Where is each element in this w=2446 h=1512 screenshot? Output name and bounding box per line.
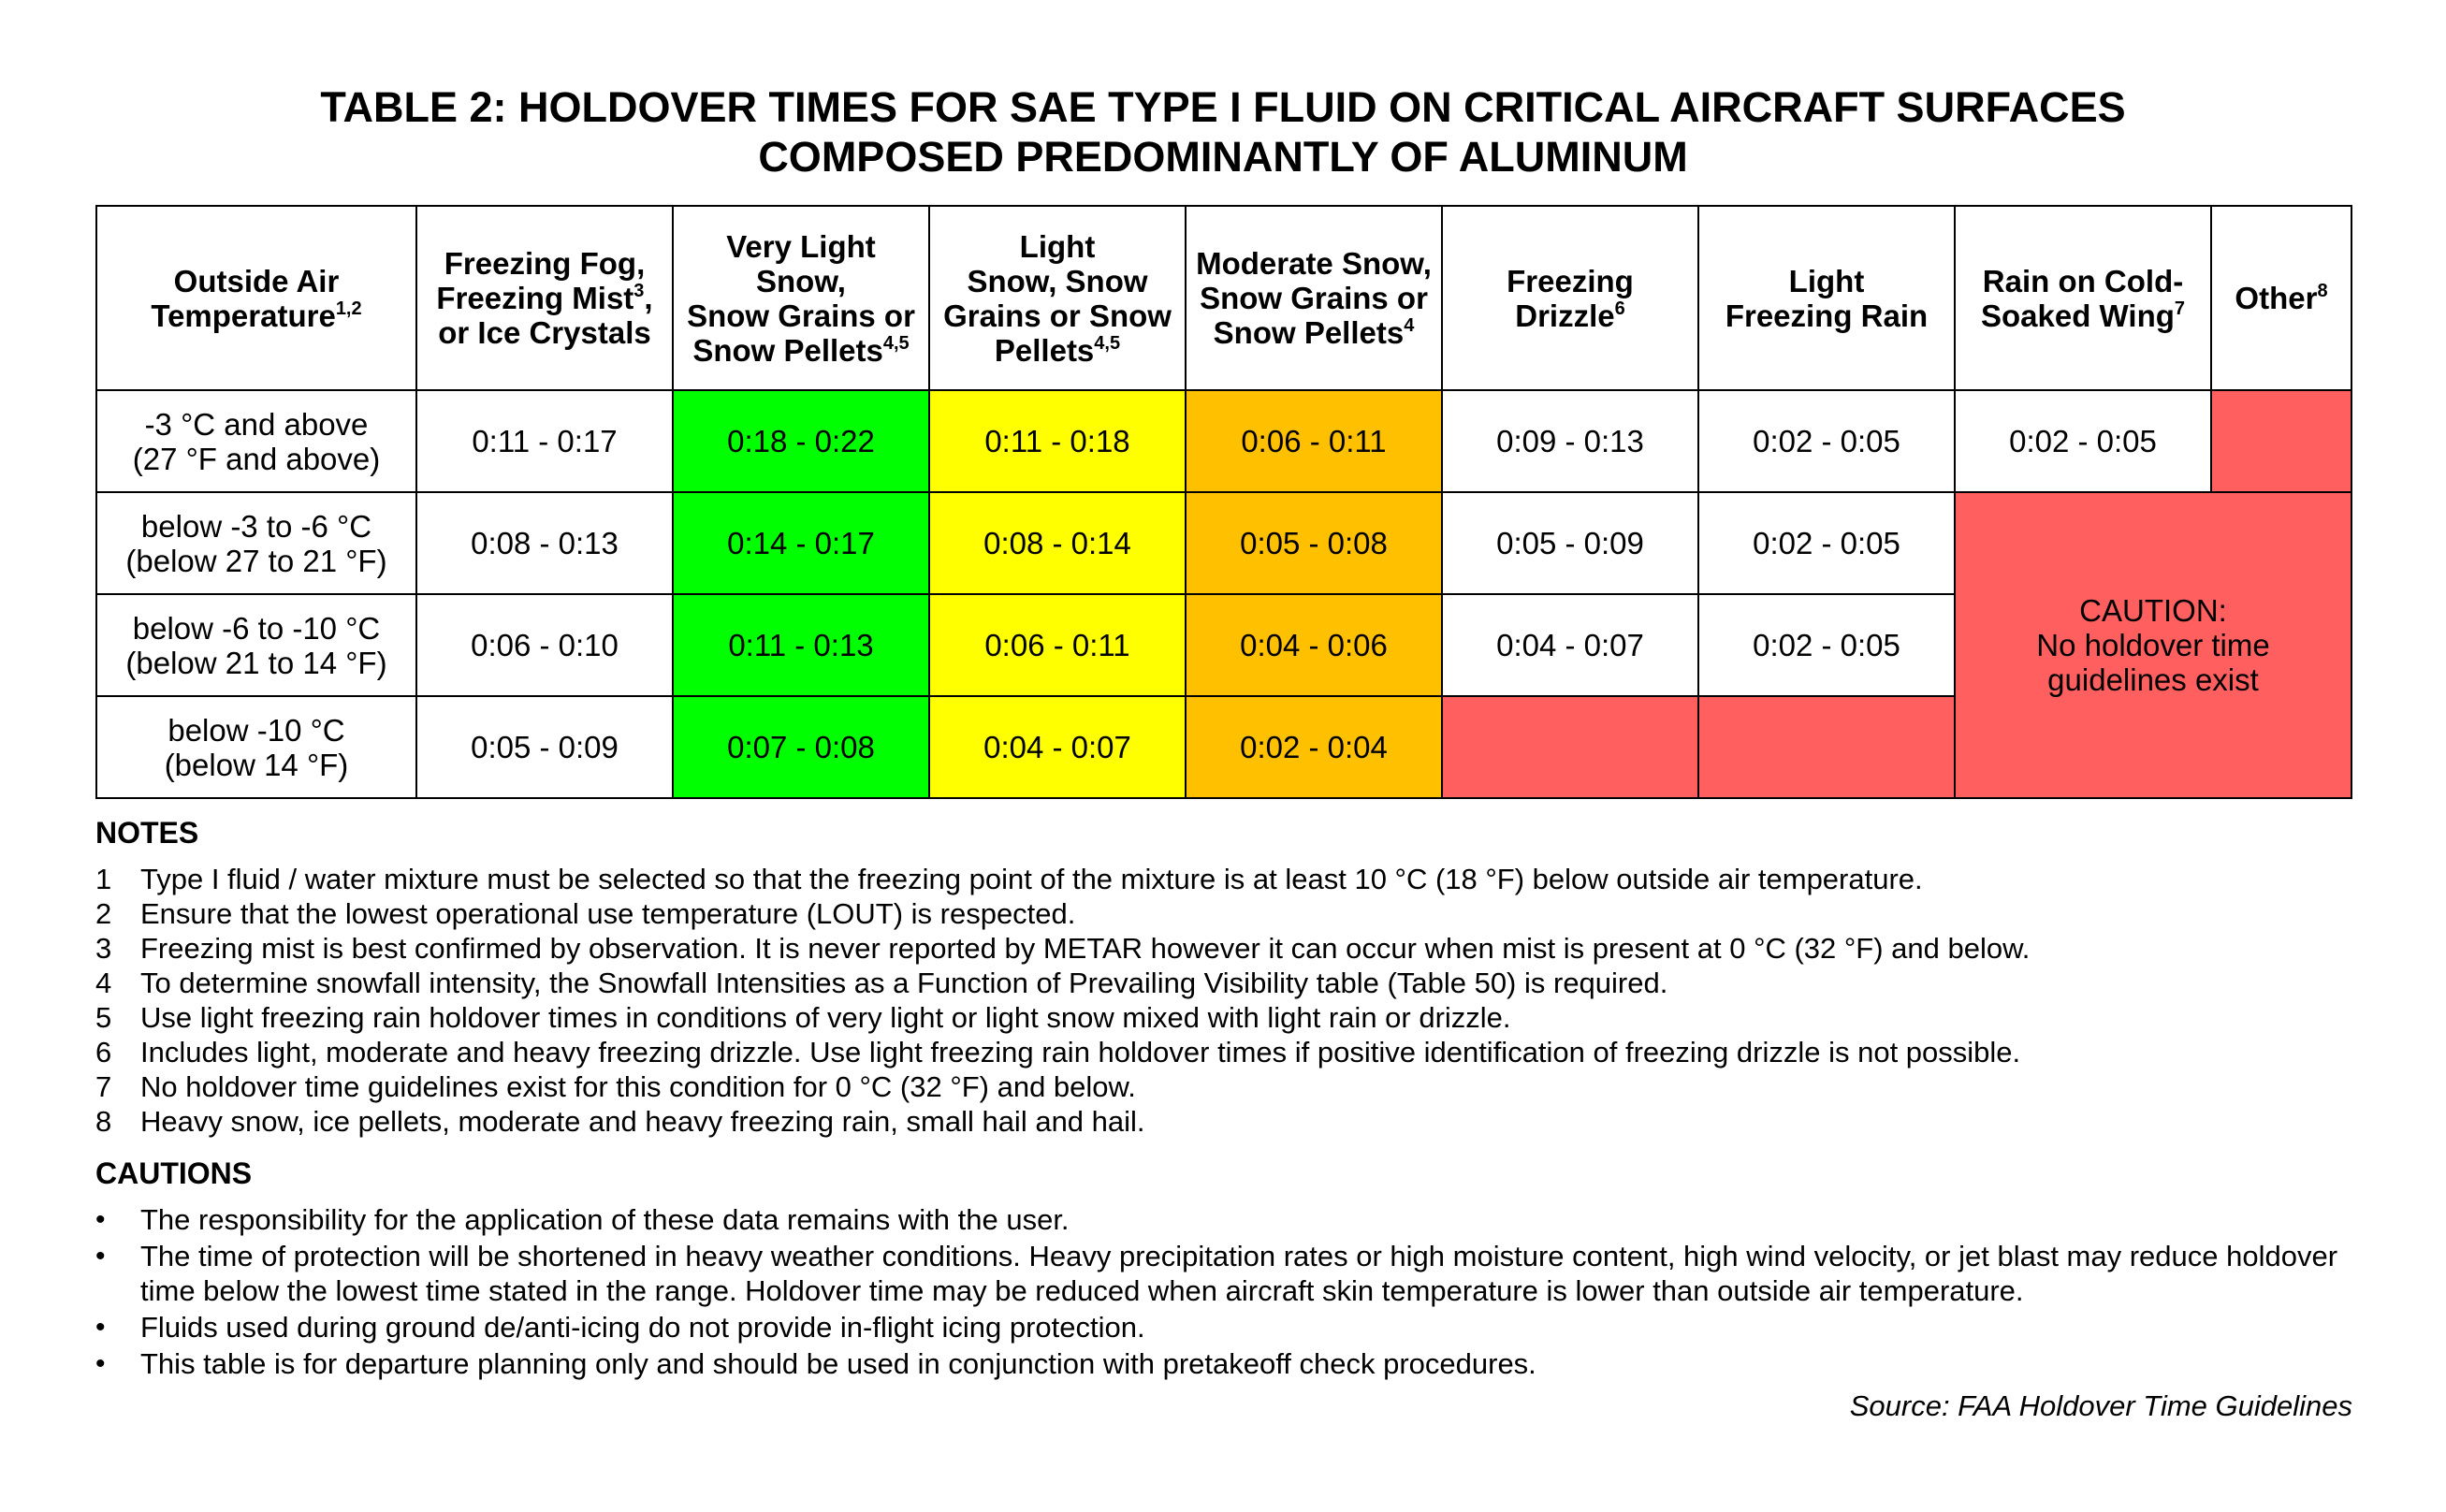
rain-cold-soaked-wing-cell: 0:02 - 0:05 [1954, 389, 2212, 493]
caution-no-guidelines-cell: CAUTION: No holdover time guidelines exi… [1954, 491, 2352, 799]
freezing-drizzle-cell-no-guidelines [1441, 695, 1699, 799]
very-light-snow-cell: 0:07 - 0:08 [672, 695, 930, 799]
freezing-drizzle-cell: 0:04 - 0:07 [1441, 593, 1699, 697]
note-item: 6 Includes light, moderate and heavy free… [95, 1036, 2021, 1069]
temperature-cell: -3 °C and above (27 °F and above) [95, 389, 417, 493]
header-very-light-snow: Very Light Snow, Snow Grains or Snow Pel… [672, 205, 930, 391]
moderate-snow-cell: 0:05 - 0:08 [1185, 491, 1443, 595]
temperature-cell: below -10 °C (below 14 °F) [95, 695, 417, 799]
cautions-section: CAUTIONS • The responsibility for the app… [95, 1156, 2360, 1383]
light-freezing-rain-cell: 0:02 - 0:05 [1697, 389, 1956, 493]
note-item: 3 Freezing mist is best confirmed by obse… [95, 932, 2031, 965]
light-snow-cell: 0:04 - 0:07 [928, 695, 1187, 799]
caution-item: • Fluids used during ground de/anti-icing… [95, 1311, 1145, 1344]
very-light-snow-cell: 0:14 - 0:17 [672, 491, 930, 595]
note-item: 5 Use light freezing rain holdover times … [95, 1001, 1511, 1034]
bullet-icon: • [95, 1204, 106, 1235]
header-moderate-snow: Moderate Snow, Snow Grains or Snow Pelle… [1185, 205, 1443, 391]
caution-item: • This table is for departure planning on… [95, 1347, 1536, 1380]
moderate-snow-cell: 0:04 - 0:06 [1185, 593, 1443, 697]
freezing-fog-cell: 0:06 - 0:10 [415, 593, 674, 697]
light-snow-cell: 0:11 - 0:18 [928, 389, 1187, 493]
notes-section: NOTES 1 Type I fluid / water mixture must… [95, 816, 2360, 1139]
header-freezing-fog: Freezing Fog, Freezing Mist3, or Ice Cry… [415, 205, 674, 391]
page-title: TABLE 2: HOLDOVER TIMES FOR SAE TYPE I F… [0, 82, 2446, 182]
bullet-icon: • [95, 1312, 106, 1343]
table-row: -3 °C and above (27 °F and above) 0:11 - … [95, 389, 2352, 493]
header-outside-air-temperature: Outside Air Temperature1,2 [95, 205, 417, 391]
header-light-freezing-rain: Light Freezing Rain [1697, 205, 1956, 391]
freezing-drizzle-cell: 0:09 - 0:13 [1441, 389, 1699, 493]
header-freezing-drizzle: Freezing Drizzle6 [1441, 205, 1699, 391]
light-freezing-rain-cell: 0:02 - 0:05 [1697, 593, 1956, 697]
freezing-fog-cell: 0:08 - 0:13 [415, 491, 674, 595]
cautions-heading: CAUTIONS [95, 1156, 253, 1190]
caution-item: • The responsibility for the application … [95, 1203, 1070, 1236]
temperature-cell: below -3 to -6 °C (below 27 to 21 °F) [95, 491, 417, 595]
header-row: Outside Air Temperature1,2 Freezing Fog,… [95, 205, 2352, 391]
freezing-fog-cell: 0:05 - 0:09 [415, 695, 674, 799]
header-other: Other8 [2210, 205, 2352, 391]
holdover-table: Outside Air Temperature1,2 Freezing Fog,… [95, 205, 2352, 799]
light-freezing-rain-cell: 0:02 - 0:05 [1697, 491, 1956, 595]
note-item: 1 Type I fluid / water mixture must be se… [95, 863, 1923, 895]
note-item: 8 Heavy snow, ice pellets, moderate and h… [95, 1105, 1145, 1138]
moderate-snow-cell: 0:06 - 0:11 [1185, 389, 1443, 493]
title-line-1: TABLE 2: HOLDOVER TIMES FOR SAE TYPE I F… [320, 83, 2126, 131]
header-rain-cold-soaked-wing: Rain on Cold- Soaked Wing7 [1954, 205, 2212, 391]
moderate-snow-cell: 0:02 - 0:04 [1185, 695, 1443, 799]
other-cell-no-guidelines [2210, 389, 2352, 493]
light-freezing-rain-cell-no-guidelines [1697, 695, 1956, 799]
very-light-snow-cell: 0:18 - 0:22 [672, 389, 930, 493]
bullet-icon: • [95, 1348, 106, 1379]
temperature-cell: below -6 to -10 °C (below 21 to 14 °F) [95, 593, 417, 697]
table-row: below -3 to -6 °C (below 27 to 21 °F) 0:0… [95, 491, 2352, 799]
light-snow-cell: 0:08 - 0:14 [928, 491, 1187, 595]
caution-item: • The time of protection will be shortene… [95, 1240, 2338, 1307]
source-credit: Source: FAA Holdover Time Guidelines [1849, 1389, 2352, 1422]
table-row: below -6 to -10 °C (below 21 to 14 °F) 0:… [95, 593, 2351, 697]
title-line-2: COMPOSED PREDOMINANTLY OF ALUMINUM [758, 133, 1688, 181]
bullet-icon: • [95, 1241, 106, 1272]
header-light-snow: Light Snow, Snow Grains or Snow Pellets4… [928, 205, 1187, 391]
notes-heading: NOTES [95, 816, 199, 850]
note-item: 7 No holdover time guidelines exist for t… [95, 1070, 1136, 1103]
table-row: below -10 °C (below 14 °F) 0:05 - 0:09 0:… [95, 695, 2351, 799]
freezing-fog-cell: 0:11 - 0:17 [415, 389, 674, 493]
note-item: 2 Ensure that the lowest operational use … [95, 897, 1076, 930]
light-snow-cell: 0:06 - 0:11 [928, 593, 1187, 697]
very-light-snow-cell: 0:11 - 0:13 [672, 593, 930, 697]
freezing-drizzle-cell: 0:05 - 0:09 [1441, 491, 1699, 595]
note-item: 4 To determine snowfall intensity, the Sn… [95, 967, 1668, 999]
